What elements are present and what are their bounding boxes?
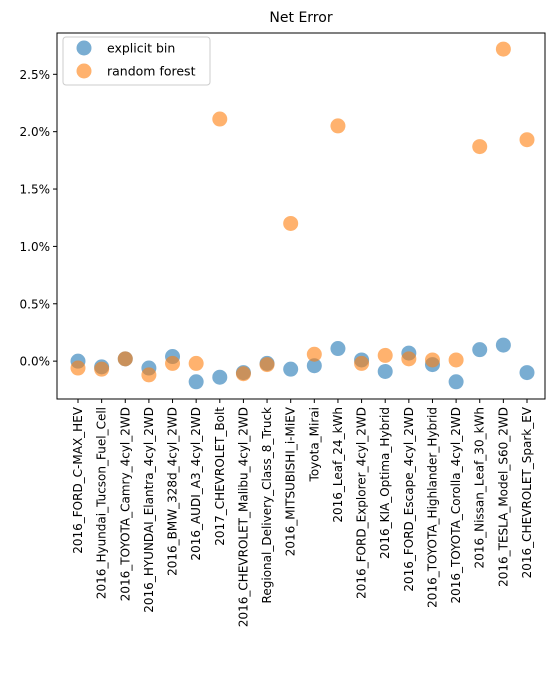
point-series1-9 bbox=[283, 215, 299, 231]
x-tick-label: Toyota_Mirai bbox=[307, 407, 321, 482]
point-series0-17 bbox=[472, 342, 488, 358]
y-tick-label: 2.5% bbox=[20, 68, 51, 82]
point-series0-6 bbox=[212, 369, 228, 385]
point-series1-16 bbox=[448, 352, 464, 368]
y-tick-label: 0.5% bbox=[20, 297, 51, 311]
point-series1-5 bbox=[188, 355, 204, 371]
x-tick-label: 2016_FORD_C-MAX_HEV bbox=[71, 406, 85, 554]
point-series1-3 bbox=[141, 367, 157, 383]
x-tick-label: 2016_CHEVROLET_Malibu_4cyl_2WD bbox=[236, 407, 250, 627]
x-tick-label: 2016_TOYOTA_Camry_4cyl_2WD bbox=[118, 407, 132, 601]
x-tick-label: 2016_KIA_Optima_Hybrid bbox=[378, 407, 392, 559]
legend-marker-0 bbox=[76, 40, 92, 56]
y-tick-label: 2.0% bbox=[20, 125, 51, 139]
x-tick-label: 2016_FORD_Escape_4cyl_2WD bbox=[402, 407, 416, 592]
legend-marker-1 bbox=[76, 63, 92, 79]
point-series1-14 bbox=[401, 351, 417, 367]
point-series1-4 bbox=[165, 355, 181, 371]
point-series1-6 bbox=[212, 111, 228, 127]
x-tick-label: 2016_Nissan_Leaf_30_kWh bbox=[473, 407, 487, 568]
x-tick-label: 2016_FORD_Explorer_4cyl_2WD bbox=[355, 407, 369, 599]
point-series0-11 bbox=[330, 341, 346, 357]
point-series1-11 bbox=[330, 118, 346, 134]
x-tick-label: 2016_HYUNDAI_Elantra_4cyl_2WD bbox=[142, 407, 156, 613]
x-tick-label: Regional_Delivery_Class_8_Truck bbox=[260, 407, 274, 603]
point-series0-9 bbox=[283, 361, 299, 377]
point-series0-10 bbox=[306, 358, 322, 374]
x-tick-label: 2016_MITSUBISHI_i-MiEV bbox=[284, 406, 298, 556]
point-series1-1 bbox=[94, 361, 110, 377]
y-tick-label: 1.5% bbox=[20, 183, 51, 197]
chart-title: Net Error bbox=[269, 10, 332, 26]
point-series1-17 bbox=[472, 139, 488, 155]
data-points bbox=[70, 41, 535, 390]
point-series1-2 bbox=[117, 351, 133, 367]
point-series1-12 bbox=[354, 355, 370, 371]
point-series1-8 bbox=[259, 357, 275, 373]
point-series1-13 bbox=[377, 347, 393, 363]
x-tick-label: 2016_TOYOTA_Corolla_4cyl_2WD bbox=[449, 407, 463, 604]
point-series0-19 bbox=[519, 365, 535, 381]
x-tick-label: 2016_Hyundai_Tucson_Fuel_Cell bbox=[95, 407, 109, 599]
x-tick-label: 2016_AUDI_A3_4cyl_2WD bbox=[189, 407, 203, 561]
plot-frame bbox=[56, 32, 546, 400]
x-tick-label: 2016_CHEVROLET_Spark_EV bbox=[520, 406, 534, 578]
x-tick-label: 2016_Leaf_24_kWh bbox=[331, 407, 345, 523]
legend: explicit bin random forest bbox=[62, 36, 211, 86]
legend-label-1: random forest bbox=[107, 64, 196, 79]
x-tick-label: 2016_BMW_328d_4cyl_2WD bbox=[166, 407, 180, 576]
y-axis: 0.0% 0.5% 1.0% 1.5% 2.0% 2.5% bbox=[20, 68, 57, 369]
x-tick-label: 2017_CHEVROLET_Bolt bbox=[213, 407, 227, 546]
legend-label-0: explicit bin bbox=[107, 41, 175, 56]
y-tick-label: 0.0% bbox=[20, 355, 51, 369]
point-series0-5 bbox=[188, 374, 204, 390]
point-series1-0 bbox=[70, 360, 86, 376]
x-tick-label: 2016_TESLA_Model_S60_2WD bbox=[496, 407, 510, 587]
x-tick-label: 2016_TOYOTA_Highlander_Hybrid bbox=[425, 407, 439, 608]
legend-box bbox=[62, 36, 211, 86]
point-series1-10 bbox=[306, 346, 322, 362]
point-series1-18 bbox=[495, 41, 511, 57]
point-series0-16 bbox=[448, 374, 464, 390]
point-series1-19 bbox=[519, 132, 535, 148]
y-tick-label: 1.0% bbox=[20, 240, 51, 254]
point-series1-15 bbox=[424, 352, 440, 368]
point-series0-18 bbox=[495, 337, 511, 353]
x-axis: 2016_FORD_C-MAX_HEV 2016_Hyundai_Tucson_F… bbox=[71, 399, 534, 627]
point-series1-7 bbox=[235, 366, 251, 382]
point-series0-13 bbox=[377, 363, 393, 379]
